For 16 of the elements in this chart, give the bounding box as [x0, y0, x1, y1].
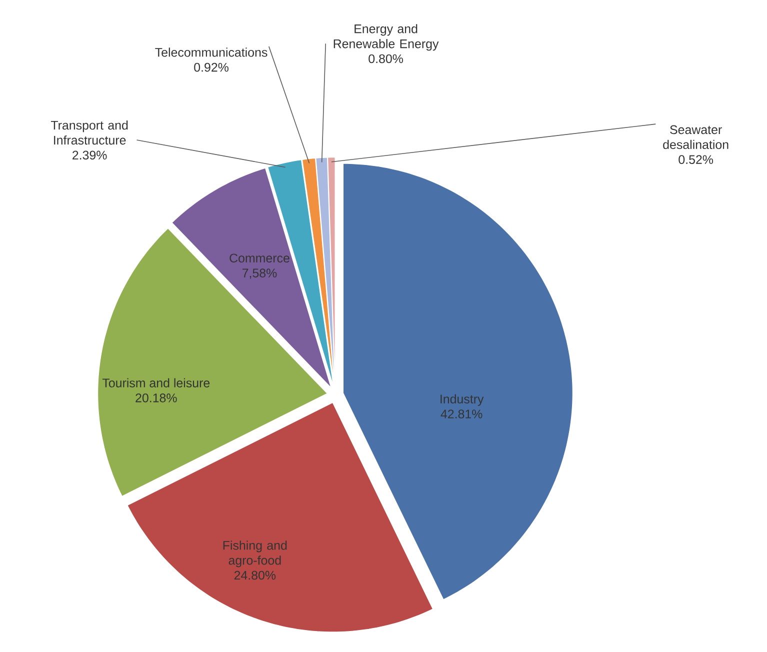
data-label: 2.39%	[72, 150, 107, 160]
slice-label: Fishing and agro-food	[223, 540, 287, 568]
slice-label: Tourism and leisure	[102, 378, 210, 388]
data-label: 0.52%	[678, 155, 714, 164]
data-label: 0.92%	[194, 62, 228, 72]
data-label: 20.18%	[136, 394, 177, 402]
data-label: 0.80%	[368, 54, 404, 64]
data-label: 7,58%	[242, 268, 277, 279]
data-label: 24.80%	[234, 570, 276, 580]
slice-label: Industry	[440, 394, 484, 406]
data-label: 42.81%	[440, 410, 482, 418]
slice-label: Seawater desalination	[663, 125, 728, 150]
slice-label: Energy and Renewable Energy	[334, 24, 439, 51]
slice-label: Telecommunications	[155, 48, 268, 57]
slice-label: Transport and Infrastructure	[50, 120, 128, 145]
slice-label: Commerce	[230, 254, 290, 263]
